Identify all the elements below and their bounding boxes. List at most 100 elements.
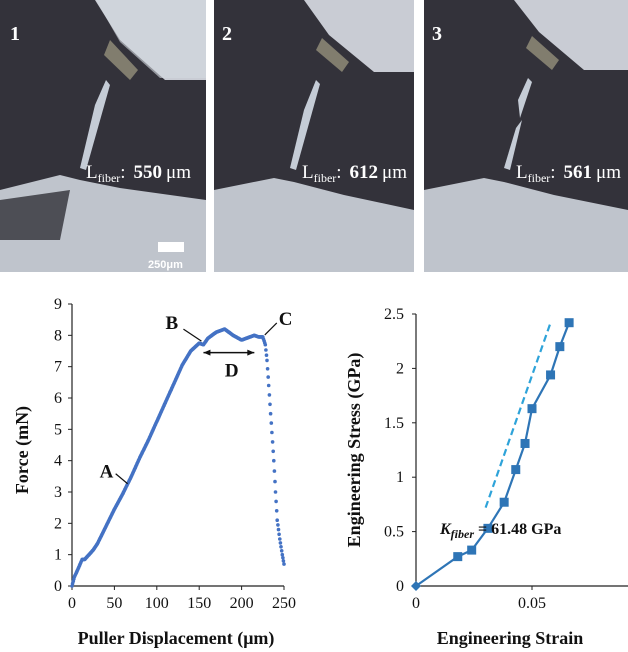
data-point [267, 393, 272, 397]
data-point [279, 545, 283, 549]
y-tick-label: 7 [54, 359, 62, 376]
annotation-arrow [115, 473, 129, 485]
x-tick-label: 0.05 [518, 595, 546, 612]
data-point [453, 552, 463, 562]
data-point [272, 469, 277, 473]
y-axis-title: Force (mN) [12, 406, 33, 494]
x-tick-label: 150 [187, 595, 211, 612]
scale-bar [158, 242, 184, 252]
data-point [265, 358, 269, 363]
data-point [467, 545, 477, 555]
data-point [564, 318, 574, 328]
x-tick-label: 0 [68, 595, 76, 612]
data-point [281, 559, 286, 563]
fit-line [484, 322, 552, 509]
data-point [279, 549, 284, 553]
data-point [276, 523, 280, 527]
data-point [274, 509, 279, 513]
data-point [263, 342, 268, 347]
data-point [265, 367, 270, 371]
fiber-length-label: Lfiber: 612 μm [302, 162, 407, 185]
data-point [411, 581, 421, 591]
y-tick-label: 2.5 [384, 306, 404, 323]
data-point [499, 497, 509, 507]
micrograph-panel-3: 3 Lfiber: 561 μm [424, 0, 628, 272]
data-point [276, 527, 281, 532]
data-point [278, 537, 282, 541]
data-point [270, 430, 274, 435]
y-tick-label: 2 [396, 360, 404, 377]
annotation-d: D [225, 361, 239, 382]
data-point [483, 523, 493, 533]
data-point [272, 458, 276, 463]
series-line [415, 322, 571, 587]
data-point [527, 404, 537, 414]
data-point [264, 353, 269, 357]
data-point [511, 465, 521, 475]
fiber-length-label: Lfiber: 561 μm [516, 162, 621, 185]
fiber [518, 78, 532, 118]
fiber [80, 80, 110, 170]
data-point [281, 556, 285, 560]
fiber-length-label: Lfiber: 550 μm [86, 162, 191, 185]
data-point [546, 370, 556, 380]
y-tick-label: 1 [54, 547, 62, 564]
data-point [277, 532, 281, 537]
data-point [269, 421, 274, 425]
x-axis-title: Engineering Strain [437, 628, 584, 648]
data-point [266, 383, 271, 388]
y-tick-label: 4 [54, 453, 62, 470]
panel-number: 1 [10, 23, 20, 45]
x-axis-title: Puller Displacement (μm) [78, 628, 275, 649]
x-tick-label: 0 [412, 595, 420, 612]
scale-bar-label: 250μm [148, 259, 183, 271]
y-tick-label: 1.5 [384, 415, 404, 432]
data-point [273, 479, 277, 484]
upper-clamp [214, 0, 414, 72]
y-tick-label: 1 [396, 469, 404, 486]
y-tick-label: 0 [54, 578, 62, 595]
y-tick-label: 5 [54, 421, 62, 438]
lower-clamp [424, 178, 628, 272]
micrograph-panel-2: 2 Lfiber: 612 μm [214, 0, 414, 272]
data-point [278, 541, 283, 545]
y-tick-label: 0 [396, 578, 404, 595]
y-tick-label: 3 [54, 484, 62, 501]
annotation-arrowhead [247, 349, 255, 356]
panel-number: 2 [222, 23, 232, 45]
lower-clamp [214, 178, 414, 272]
y-tick-label: 9 [54, 296, 62, 313]
data-point [555, 342, 565, 352]
force-displacement-chart: 0 1 2 3 4 5 6 7 8 9 0 50 100 150 200 250 A B C D Puller Di… [12, 296, 296, 649]
y-tick-label: 6 [54, 390, 62, 407]
data-point [282, 562, 286, 566]
y-axis-title: Engineering Stress (GPa) [344, 353, 365, 548]
annotation-a: A [100, 462, 114, 483]
data-point [273, 490, 278, 494]
x-tick-label: 200 [230, 595, 254, 612]
data-point [270, 440, 275, 444]
annotation-arrowhead [203, 349, 211, 356]
micrograph-panel-1: 1 Lfiber: 550 μm 250μm [0, 0, 206, 272]
data-point [264, 348, 268, 352]
upper-clamp [424, 0, 628, 70]
x-tick-label: 50 [106, 595, 122, 612]
data-point [520, 438, 530, 448]
annotation-arrow [264, 322, 278, 336]
panel-number: 3 [432, 23, 442, 45]
data-point [275, 518, 280, 522]
annotation-c: C [279, 309, 293, 330]
fiber [290, 80, 320, 170]
data-point [268, 402, 272, 407]
data-point [274, 499, 278, 504]
y-tick-label: 2 [54, 515, 62, 532]
y-tick-label: 8 [54, 327, 62, 344]
k-fiber-annotation: Kfiber = 61.48 GPa [439, 521, 561, 541]
y-tick-label: 0.5 [384, 524, 404, 541]
annotation-b: B [165, 313, 178, 334]
data-point [266, 375, 271, 379]
data-point [268, 411, 273, 416]
data-point [280, 552, 285, 557]
x-tick-label: 100 [145, 595, 169, 612]
annotation-arrow [183, 328, 202, 342]
